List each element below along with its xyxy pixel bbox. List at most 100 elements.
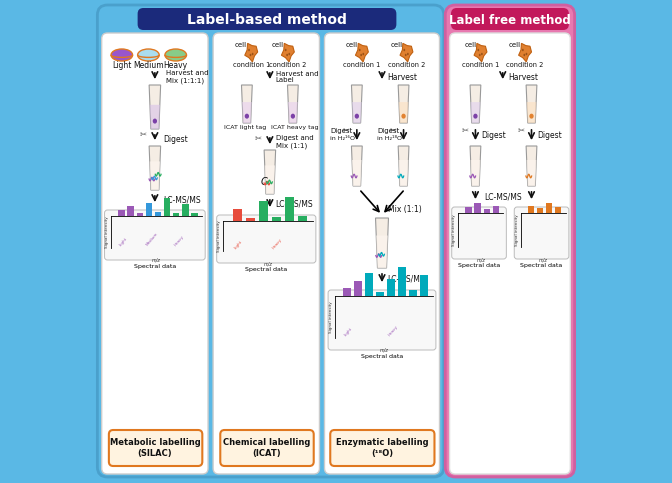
Polygon shape — [241, 85, 252, 123]
Polygon shape — [242, 102, 252, 123]
Bar — [192, 213, 198, 216]
FancyBboxPatch shape — [450, 33, 571, 474]
Bar — [233, 209, 243, 221]
Polygon shape — [149, 146, 161, 190]
Polygon shape — [474, 43, 487, 62]
Text: ✂: ✂ — [518, 126, 525, 134]
Ellipse shape — [473, 114, 478, 119]
Polygon shape — [149, 85, 161, 129]
Text: Spectral data: Spectral data — [361, 354, 403, 359]
Text: Signal intensity: Signal intensity — [105, 216, 109, 248]
Text: condition 1: condition 1 — [462, 62, 499, 68]
FancyBboxPatch shape — [220, 430, 314, 466]
Ellipse shape — [285, 49, 286, 51]
Bar — [173, 213, 179, 216]
FancyBboxPatch shape — [330, 430, 435, 466]
Ellipse shape — [481, 53, 482, 55]
Ellipse shape — [360, 54, 362, 56]
Text: Mix (1:1): Mix (1:1) — [388, 205, 421, 214]
Text: Heavy: Heavy — [387, 325, 398, 337]
Text: cell: cell — [390, 42, 403, 48]
Text: Signal intensity: Signal intensity — [452, 214, 456, 246]
Ellipse shape — [359, 49, 361, 51]
Text: in H₂¹⁸O: in H₂¹⁸O — [377, 137, 402, 142]
Text: C: C — [261, 177, 267, 187]
FancyBboxPatch shape — [328, 290, 436, 350]
Text: Label-based method: Label-based method — [187, 13, 347, 27]
Text: m/z: m/z — [380, 348, 388, 353]
Text: Chemical labelling
(ICAT): Chemical labelling (ICAT) — [223, 438, 310, 458]
Bar — [376, 292, 384, 296]
Text: LC-MS/MS: LC-MS/MS — [388, 274, 425, 284]
Bar — [343, 287, 351, 296]
Ellipse shape — [362, 53, 364, 55]
Polygon shape — [245, 43, 257, 62]
Ellipse shape — [477, 49, 479, 51]
Text: Heavy: Heavy — [164, 61, 187, 71]
Text: Light: Light — [343, 327, 353, 337]
Ellipse shape — [530, 114, 534, 119]
Text: ✂: ✂ — [255, 133, 262, 142]
Text: m/z: m/z — [153, 258, 161, 263]
Text: Digest: Digest — [330, 128, 353, 134]
Bar — [146, 202, 152, 216]
Polygon shape — [264, 150, 276, 194]
Polygon shape — [398, 102, 409, 123]
Polygon shape — [470, 85, 481, 123]
Text: Harvest and
Label: Harvest and Label — [276, 71, 318, 84]
Bar — [493, 206, 499, 213]
Text: ✂: ✂ — [462, 126, 469, 134]
Bar — [474, 203, 481, 213]
Text: Digest: Digest — [481, 131, 506, 141]
Text: Enzymatic labelling
(¹⁸O): Enzymatic labelling (¹⁸O) — [336, 438, 428, 458]
Text: cell: cell — [346, 42, 358, 48]
Polygon shape — [352, 102, 362, 123]
Text: in H₂¹⁶O: in H₂¹⁶O — [330, 137, 355, 142]
FancyBboxPatch shape — [213, 33, 319, 474]
Text: Medium: Medium — [133, 61, 164, 71]
FancyBboxPatch shape — [105, 210, 205, 260]
Bar — [354, 281, 362, 296]
Bar — [164, 199, 171, 216]
Polygon shape — [376, 218, 388, 268]
Ellipse shape — [248, 49, 250, 51]
Polygon shape — [400, 43, 413, 62]
Text: cell: cell — [235, 42, 247, 48]
Polygon shape — [282, 43, 294, 62]
Text: LC-MS/MS: LC-MS/MS — [163, 196, 201, 204]
Ellipse shape — [153, 119, 157, 124]
Text: condition 2: condition 2 — [388, 62, 425, 68]
Bar — [398, 267, 406, 296]
Bar — [484, 209, 490, 213]
Ellipse shape — [401, 114, 406, 119]
Text: Label free method: Label free method — [449, 14, 571, 27]
FancyBboxPatch shape — [109, 430, 202, 466]
Text: Metabolic labelling
(SILAC): Metabolic labelling (SILAC) — [110, 438, 200, 458]
FancyBboxPatch shape — [101, 33, 208, 474]
Text: Spectral data: Spectral data — [134, 264, 176, 269]
Bar — [365, 273, 373, 296]
Text: cell: cell — [509, 42, 521, 48]
Ellipse shape — [249, 54, 251, 56]
Text: cell: cell — [271, 42, 284, 48]
Ellipse shape — [286, 54, 288, 56]
Ellipse shape — [291, 114, 295, 119]
Bar — [528, 206, 534, 213]
Polygon shape — [376, 236, 388, 268]
Text: condition 1: condition 1 — [343, 62, 380, 68]
Text: Heavy: Heavy — [272, 238, 284, 250]
Polygon shape — [352, 160, 362, 186]
Polygon shape — [526, 85, 537, 123]
FancyBboxPatch shape — [446, 5, 575, 477]
Polygon shape — [355, 43, 368, 62]
Text: condition 1: condition 1 — [233, 62, 270, 68]
FancyBboxPatch shape — [216, 215, 316, 263]
Ellipse shape — [405, 54, 407, 56]
Text: Light: Light — [112, 61, 132, 71]
Bar — [118, 210, 125, 216]
Polygon shape — [150, 161, 160, 190]
Polygon shape — [351, 85, 362, 123]
Polygon shape — [519, 43, 532, 62]
Ellipse shape — [355, 114, 359, 119]
Bar — [466, 207, 472, 213]
